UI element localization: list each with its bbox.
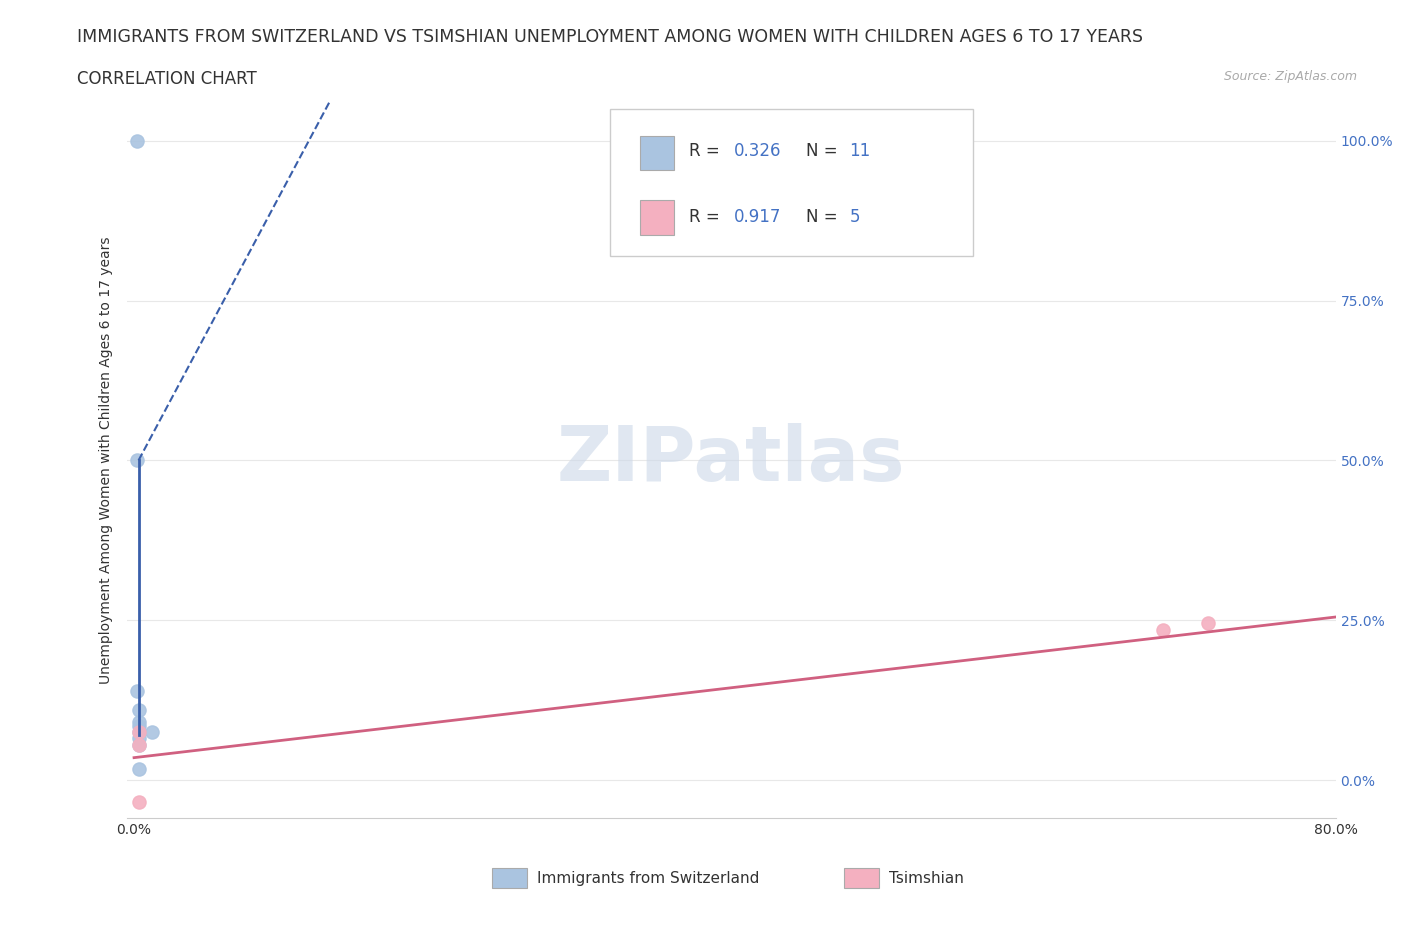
Point bbox=[125, 453, 148, 468]
Text: Tsimshian: Tsimshian bbox=[889, 871, 963, 886]
Text: N =: N = bbox=[806, 142, 844, 160]
Point bbox=[1152, 622, 1174, 637]
Text: 11: 11 bbox=[849, 142, 870, 160]
Point bbox=[128, 718, 150, 733]
Point bbox=[141, 724, 163, 739]
Text: Source: ZipAtlas.com: Source: ZipAtlas.com bbox=[1223, 70, 1357, 83]
Point bbox=[1197, 616, 1219, 631]
Point bbox=[128, 724, 150, 739]
Text: R =: R = bbox=[689, 142, 725, 160]
Point bbox=[128, 715, 150, 730]
Text: ZIPatlas: ZIPatlas bbox=[557, 423, 905, 498]
Text: 0.917: 0.917 bbox=[734, 208, 780, 226]
Point bbox=[128, 731, 150, 746]
Point bbox=[125, 683, 148, 698]
FancyBboxPatch shape bbox=[610, 110, 973, 257]
Text: 5: 5 bbox=[849, 208, 860, 226]
Point bbox=[128, 724, 150, 739]
Point bbox=[128, 737, 150, 752]
Text: N =: N = bbox=[806, 208, 844, 226]
Text: IMMIGRANTS FROM SWITZERLAND VS TSIMSHIAN UNEMPLOYMENT AMONG WOMEN WITH CHILDREN : IMMIGRANTS FROM SWITZERLAND VS TSIMSHIAN… bbox=[77, 28, 1143, 46]
Y-axis label: Unemployment Among Women with Children Ages 6 to 17 years: Unemployment Among Women with Children A… bbox=[98, 236, 112, 684]
FancyBboxPatch shape bbox=[641, 136, 675, 170]
Point bbox=[125, 133, 148, 148]
Text: R =: R = bbox=[689, 208, 725, 226]
Point bbox=[128, 737, 150, 752]
Text: Immigrants from Switzerland: Immigrants from Switzerland bbox=[537, 871, 759, 886]
Point bbox=[128, 702, 150, 717]
Text: 0.326: 0.326 bbox=[734, 142, 782, 160]
FancyBboxPatch shape bbox=[641, 200, 675, 234]
Point bbox=[128, 795, 150, 810]
Text: CORRELATION CHART: CORRELATION CHART bbox=[77, 70, 257, 87]
Point bbox=[128, 761, 150, 776]
